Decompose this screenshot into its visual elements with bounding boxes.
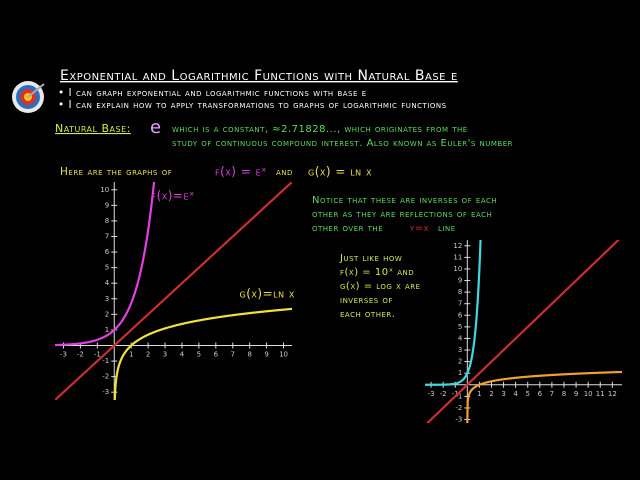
notice-eq: y=x <box>409 223 429 234</box>
y-tick-label: 5 <box>458 323 462 331</box>
x-tick-label: 4 <box>180 351 185 359</box>
y-tick-label: 8 <box>105 217 109 225</box>
y-tick-label: 4 <box>105 279 110 287</box>
x-tick-label: -3 <box>60 351 67 359</box>
x-tick-label: 6 <box>214 351 219 359</box>
x-tick-label: 1 <box>129 351 133 359</box>
definition-label: Natural Base: <box>55 122 131 135</box>
x-tick-label: 10 <box>279 351 288 359</box>
x-tick-label: 1 <box>477 390 481 398</box>
log-curve-group <box>466 370 622 423</box>
y-tick-label: 7 <box>458 300 462 308</box>
y-tick-label: 4 <box>458 334 463 342</box>
y-tick-label: 2 <box>105 310 109 318</box>
caption-and: and <box>276 166 293 178</box>
title: Exponential and Logarithmic Functions wi… <box>60 68 458 84</box>
notice-text: other as they are reflections of each <box>312 209 492 220</box>
x-tick-label: 2 <box>146 351 150 359</box>
y-tick-label: -1 <box>455 392 462 400</box>
x-tick-label: 10 <box>584 390 593 398</box>
x-tick-label: 12 <box>608 390 617 398</box>
y-tick-label: -2 <box>455 404 462 412</box>
comparison-text: each other. <box>340 309 395 320</box>
y-tick-label: -2 <box>102 373 109 381</box>
comparison-text: Just like how <box>339 253 402 264</box>
log-curve-group <box>113 307 292 400</box>
x-tick-label: -2 <box>440 390 447 398</box>
x-tick-label: 9 <box>574 390 578 398</box>
x-tick-label: 2 <box>489 390 493 398</box>
caption: Here are the graphs of <box>60 166 172 178</box>
identity-line-group <box>55 182 292 400</box>
f-label: f(x)=eˣ <box>151 189 194 203</box>
y-tick-label: 12 <box>453 242 462 250</box>
y-tick-label: 8 <box>458 288 462 296</box>
definition-text: study of continuous compound interest. A… <box>172 138 513 149</box>
x-tick-label: 11 <box>596 390 605 398</box>
identity-line <box>55 182 292 400</box>
exp-curve-group <box>425 240 482 386</box>
exp-curve <box>425 240 482 386</box>
exp-curve-group <box>55 182 156 347</box>
x-tick-label: 5 <box>197 351 201 359</box>
target-icon <box>12 81 45 113</box>
x-tick-label: -2 <box>77 351 84 359</box>
caption-f: f(x) = eˣ <box>215 165 267 179</box>
comparison-text: f(x) = 10ˣ and <box>340 267 414 278</box>
caption-g: g(x) = ln x <box>308 165 372 179</box>
x-tick-label: -3 <box>428 390 435 398</box>
g-label: g(x)=ln x <box>240 287 295 301</box>
y-tick-label: 10 <box>453 265 462 273</box>
y-tick-label: 3 <box>458 346 462 354</box>
comparison-text: g(x) = log x are <box>340 281 421 292</box>
x-tick-label: 8 <box>562 390 566 398</box>
x-tick-label: 5 <box>525 390 529 398</box>
x-tick-label: 3 <box>163 351 167 359</box>
x-tick-label: 7 <box>550 390 554 398</box>
y-tick-label: 6 <box>458 311 463 319</box>
x-tick-label: -1 <box>452 390 459 398</box>
identity-line-group <box>425 240 620 423</box>
y-tick-label: -1 <box>102 357 109 365</box>
y-tick-label: 7 <box>105 233 109 241</box>
objective: • I can graph exponential and logarithmi… <box>58 87 367 99</box>
log-curve <box>113 307 292 400</box>
notice-text: other over the <box>312 223 383 234</box>
exp-curve <box>55 182 156 347</box>
y-tick-label: 1 <box>105 326 109 334</box>
x-tick-label: 8 <box>247 351 251 359</box>
y-tick-label: -3 <box>455 416 462 424</box>
x-tick-label: 7 <box>231 351 235 359</box>
comparison-text: inverses of <box>340 295 393 306</box>
identity-line <box>425 240 620 423</box>
y-tick-label: 6 <box>105 248 110 256</box>
x-tick-label: 9 <box>264 351 268 359</box>
y-tick-label: 10 <box>100 186 109 194</box>
log-curve <box>466 370 622 423</box>
y-tick-label: -3 <box>102 388 109 396</box>
y-tick-label: 2 <box>458 358 462 366</box>
definition-symbol: e <box>150 117 161 138</box>
x-tick-label: 3 <box>501 390 505 398</box>
x-tick-label: 6 <box>538 390 543 398</box>
y-tick-label: 11 <box>453 253 462 261</box>
notice-text: line <box>438 223 456 234</box>
definition-text: which is a constant, ≈2.71828..., which … <box>172 124 468 135</box>
x-tick-label: -1 <box>94 351 101 359</box>
y-tick-label: 5 <box>105 264 109 272</box>
y-tick-label: 9 <box>458 277 462 285</box>
notice-text: Notice that these are inverses of each <box>312 195 497 206</box>
objective: • I can explain how to apply transformat… <box>58 99 447 111</box>
x-tick-label: 4 <box>513 390 518 398</box>
y-tick-label: 1 <box>458 369 462 377</box>
y-tick-label: 3 <box>105 295 109 303</box>
y-tick-label: 9 <box>105 201 109 209</box>
